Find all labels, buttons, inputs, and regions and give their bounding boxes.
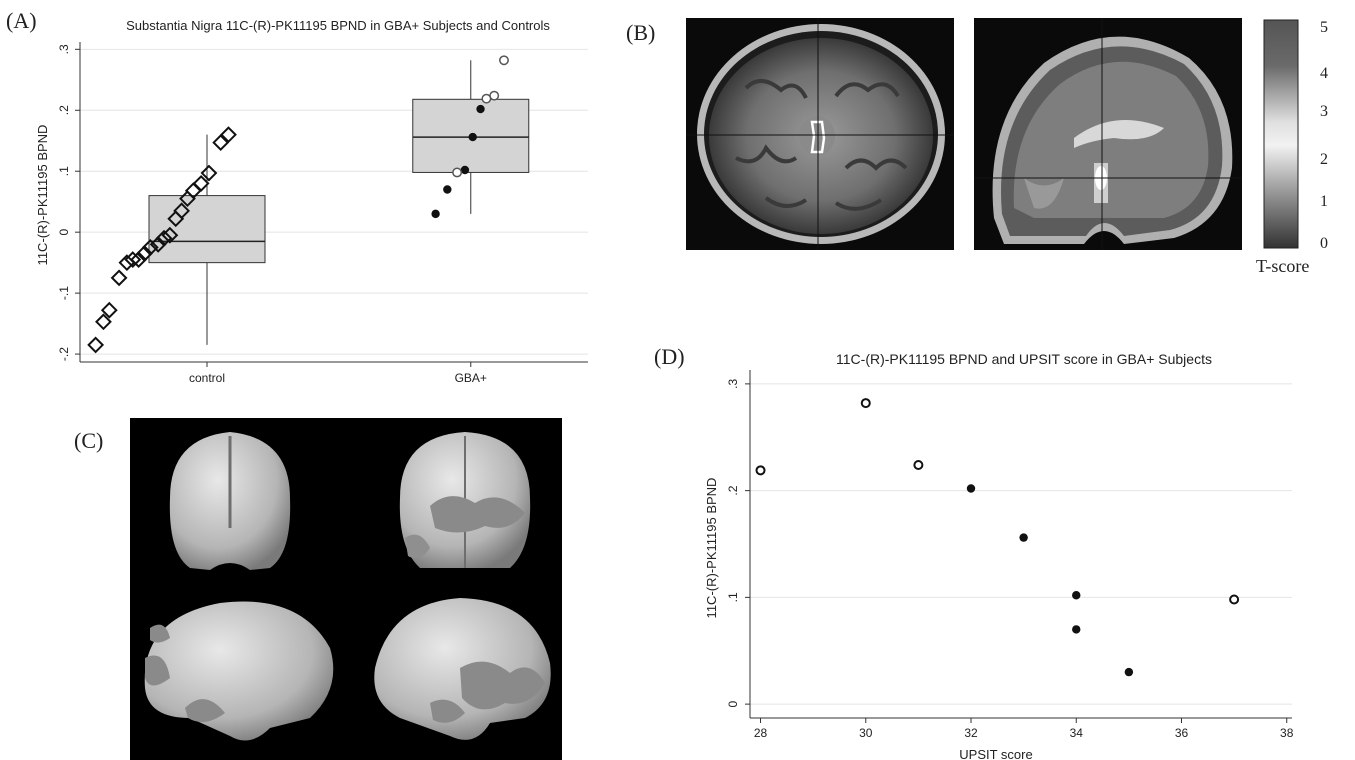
- box-iqr: [148, 195, 266, 264]
- y-tick-label: .1: [57, 166, 71, 176]
- control-point: [130, 251, 148, 269]
- x-tick-label: 38: [1280, 726, 1294, 740]
- chart-d-xlabel: UPSIT score: [959, 747, 1032, 760]
- control-point: [87, 336, 105, 354]
- y-tick-label: .2: [57, 105, 71, 115]
- panel-a-chart: Substantia Nigra 11C-(R)-PK11195 BPND in…: [35, 18, 588, 385]
- chart-a-title: Substantia Nigra 11C-(R)-PK11195 BPND in…: [126, 18, 550, 33]
- colorbar-tick: 4: [1320, 65, 1328, 82]
- x-tick-label: 28: [754, 726, 768, 740]
- x-tick-label: control: [189, 371, 225, 385]
- control-point: [100, 301, 118, 319]
- gba-point-open: [489, 90, 500, 101]
- x-tick-label: 34: [1070, 726, 1084, 740]
- control-point: [173, 202, 191, 220]
- gba-point-open: [452, 167, 463, 178]
- gba-point-filled: [476, 104, 485, 114]
- sagittal-brain-slice: [974, 18, 1242, 250]
- colorbar-tick: 2: [1320, 151, 1328, 168]
- y-tick-label: .1: [726, 592, 740, 602]
- colorbar-tick: 1: [1320, 193, 1328, 210]
- brain-surface-image: [144, 432, 551, 741]
- panel-a-letter: (A): [6, 8, 37, 33]
- y-tick-label: .2: [726, 485, 740, 495]
- chart-a-ylabel: 11C-(R)-PK11195 BPND: [35, 125, 50, 266]
- control-point: [192, 174, 210, 192]
- control-point: [200, 164, 218, 182]
- control-point: [161, 226, 179, 244]
- control-point: [149, 235, 167, 253]
- y-tick-label: 0: [57, 229, 71, 236]
- scatter-point-open: [755, 465, 766, 476]
- gba-point-filled: [431, 209, 440, 219]
- x-tick-label: GBA+: [455, 371, 487, 385]
- y-tick-label: -.2: [57, 347, 71, 361]
- panel-b-letter: (B): [626, 20, 656, 45]
- x-tick-label: 30: [859, 726, 873, 740]
- chart-d-title: 11C-(R)-PK11195 BPND and UPSIT score in …: [836, 351, 1212, 367]
- colorbar-gradient: [1263, 19, 1299, 249]
- control-point: [136, 245, 153, 262]
- y-tick-label: -.1: [57, 286, 71, 300]
- x-tick-label: 32: [964, 726, 978, 740]
- control-point: [95, 313, 112, 331]
- control-point: [212, 134, 230, 151]
- colorbar-tick: 3: [1320, 103, 1328, 120]
- x-tick-label: 36: [1175, 726, 1189, 740]
- panel-d-letter: (D): [654, 344, 685, 369]
- scatter-point-filled: [1072, 591, 1081, 600]
- panel-d-chart: 11C-(R)-PK11195 BPND and UPSIT score in …: [704, 351, 1294, 760]
- brain-surface-renderings: [130, 418, 562, 760]
- scatter-point-filled: [966, 484, 976, 493]
- gba-point-filled: [468, 132, 477, 142]
- scatter-point-filled: [1072, 625, 1081, 634]
- gba-point-filled: [460, 165, 470, 175]
- colorbar-tick: 5: [1320, 19, 1328, 36]
- t-score-colorbar: 5 4 3 2 1 0: [1263, 19, 1328, 252]
- gba-point-open: [499, 55, 509, 66]
- scatter-point-filled: [1019, 533, 1028, 542]
- axial-brain-slice: [686, 18, 954, 250]
- control-point: [220, 126, 237, 144]
- scatter-point-open: [913, 460, 924, 471]
- y-tick-label: .3: [57, 44, 71, 54]
- control-point: [110, 269, 128, 287]
- sagittal-brain-image: [974, 18, 1242, 250]
- axial-brain-image: [686, 18, 954, 250]
- y-tick-label: .3: [726, 379, 740, 389]
- control-point: [141, 238, 159, 256]
- control-point: [124, 251, 142, 269]
- scatter-point-open: [1229, 594, 1240, 605]
- scatter-point-open: [860, 398, 871, 409]
- panel-c-letter: (C): [74, 428, 104, 453]
- colorbar-label: T-score: [1256, 256, 1310, 276]
- scatter-point-filled: [1124, 667, 1134, 677]
- gba-point-filled: [443, 185, 452, 194]
- colorbar-tick: 0: [1320, 235, 1328, 252]
- y-tick-label: 0: [726, 700, 740, 707]
- chart-d-ylabel: 11C-(R)-PK11195 BPND: [704, 478, 719, 619]
- control-point: [155, 229, 173, 247]
